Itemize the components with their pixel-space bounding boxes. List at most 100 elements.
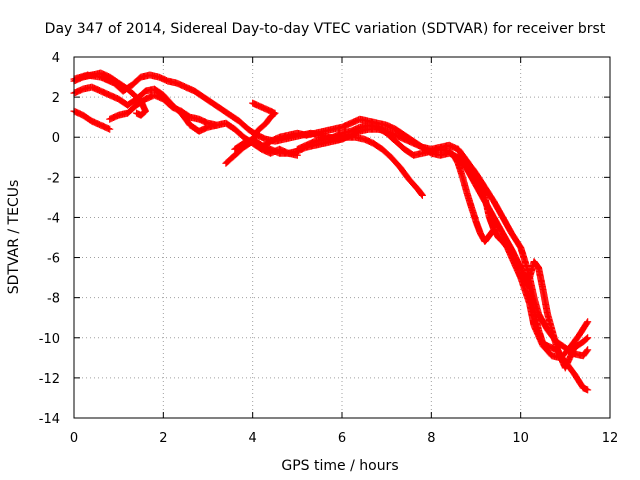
- data-point-markers: [124, 102, 139, 117]
- data-point-markers: [494, 234, 506, 245]
- data-point-markers: [249, 135, 264, 148]
- data-point-markers: [191, 87, 206, 100]
- y-tick-label: 2: [52, 91, 60, 106]
- data-point-markers: [481, 183, 497, 204]
- data-point-markers: [539, 342, 555, 359]
- data-point-markers: [347, 124, 363, 135]
- data-point: [584, 334, 592, 342]
- data-point-markers: [508, 230, 524, 250]
- data-point-markers: [517, 274, 533, 306]
- y-tick-label: 0: [52, 131, 60, 146]
- data-point-markers: [454, 145, 470, 164]
- data-point-markers: [231, 140, 247, 153]
- data-point-markers: [485, 213, 497, 232]
- data-point-markers: [490, 213, 506, 236]
- data-point-markers: [231, 125, 247, 140]
- data-point: [584, 386, 592, 394]
- data-point-markers: [133, 96, 148, 109]
- y-tick-label: -4: [47, 211, 60, 226]
- y-axis-label: SDTVAR / TECUs: [6, 180, 22, 295]
- x-tick-label: 8: [427, 431, 435, 446]
- data-point-markers: [454, 159, 466, 180]
- data-point-markers: [195, 124, 211, 135]
- x-axis-label: GPS time / hours: [281, 458, 398, 474]
- data-point-markers: [517, 264, 533, 290]
- grid-lines: [74, 57, 610, 418]
- x-tick-label: 12: [602, 431, 619, 446]
- series-arc: [258, 115, 592, 394]
- data-point-markers: [253, 120, 269, 135]
- x-tick-label: 10: [512, 431, 529, 446]
- x-tick-label: 2: [159, 431, 167, 446]
- data-point-markers: [463, 165, 479, 188]
- data-point-markers: [128, 74, 144, 89]
- x-tick-label: 4: [249, 431, 257, 446]
- data-point-markers: [378, 145, 394, 160]
- data-point-markers: [468, 203, 480, 224]
- data-point-markers: [217, 105, 233, 118]
- data-point-markers: [231, 144, 247, 159]
- y-tick-label: -10: [39, 332, 60, 347]
- data-point-markers: [79, 111, 95, 124]
- y-tick-label: -8: [47, 292, 60, 307]
- data-point: [213, 121, 221, 129]
- y-tick-label: -12: [39, 372, 60, 387]
- data-point-markers: [472, 173, 488, 200]
- data-point-markers: [159, 95, 175, 110]
- data-point: [418, 191, 426, 199]
- data-series: [70, 69, 592, 394]
- data-point: [133, 109, 141, 117]
- chart-title: Day 347 of 2014, Sidereal Day-to-day VTE…: [45, 21, 606, 37]
- data-point-markers: [530, 258, 542, 271]
- data-point: [584, 346, 592, 354]
- data-point-markers: [472, 218, 484, 236]
- data-point-markers: [235, 117, 251, 132]
- data-point-markers: [481, 233, 493, 245]
- data-point-markers: [552, 342, 564, 361]
- data-point-markers: [499, 238, 510, 250]
- data-point-markers: [401, 131, 416, 144]
- data-point-markers: [262, 114, 274, 127]
- data-point-markers: [133, 88, 148, 103]
- series-arc: [293, 121, 498, 245]
- data-point-markers: [369, 139, 385, 152]
- data-point: [106, 125, 114, 133]
- data-point: [584, 318, 592, 326]
- axis-ticks: 0 2 4 6 8 10 12 -14 -12 -10 -8 -6 -4 -2 0 2 4: [39, 51, 619, 446]
- data-point-markers: [544, 310, 556, 332]
- y-tick-label: 4: [52, 51, 60, 66]
- data-point-markers: [374, 123, 390, 136]
- data-point-markers: [410, 137, 425, 150]
- x-tick-label: 6: [338, 431, 346, 446]
- data-point-markers: [209, 99, 224, 112]
- data-point-markers: [517, 244, 529, 264]
- data-point-markers: [338, 120, 354, 131]
- data-point-markers: [119, 82, 135, 95]
- data-point-markers: [383, 129, 399, 144]
- data-point-markers: [222, 119, 238, 132]
- series-arc: [526, 258, 592, 372]
- data-point-markers: [177, 107, 193, 120]
- data-point-markers: [579, 347, 591, 360]
- y-tick-label: -14: [39, 412, 60, 427]
- series-arc: [454, 145, 592, 362]
- data-point: [249, 99, 257, 107]
- series-arc: [70, 107, 114, 133]
- data-point-markers: [97, 73, 117, 86]
- data-point-markers: [463, 189, 475, 210]
- data-point-markers: [566, 333, 582, 352]
- data-point-markers: [387, 153, 403, 170]
- data-point-markers: [226, 111, 242, 124]
- data-point-markers: [508, 254, 524, 280]
- data-point-markers: [490, 197, 506, 220]
- data-point-markers: [548, 326, 560, 348]
- x-tick-label: 0: [70, 431, 78, 446]
- data-point-markers: [570, 339, 586, 352]
- data-point-markers: [222, 152, 238, 167]
- data-point-markers: [414, 185, 426, 198]
- data-point-markers: [570, 370, 586, 391]
- data-point-markers: [150, 85, 166, 98]
- series-arc: [106, 91, 221, 129]
- data-point-markers: [579, 335, 591, 346]
